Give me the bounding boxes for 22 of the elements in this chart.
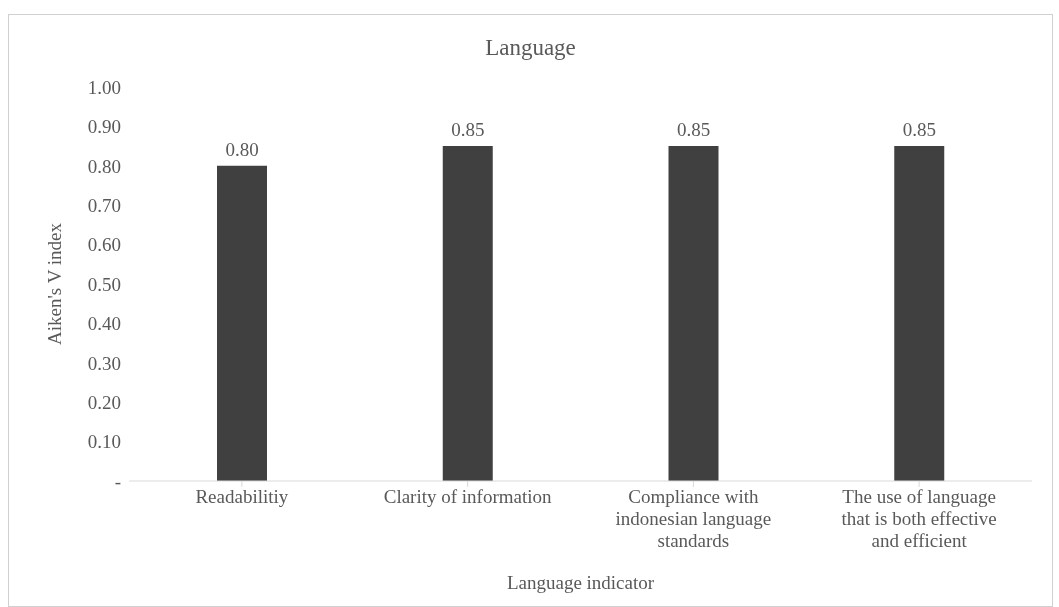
data-label: 0.80 (225, 138, 259, 160)
y-tick-label: - (114, 470, 121, 492)
y-axis-title: Aiken's V index (43, 222, 65, 345)
y-tick-label: 0.20 (87, 391, 121, 413)
x-tick-label: Compliance with indonesian language standards (615, 486, 772, 551)
y-tick-label: 0.40 (87, 313, 121, 335)
chart-title: Language (484, 35, 577, 61)
data-label: 0.85 (676, 119, 711, 141)
y-tick-label: 0.60 (87, 234, 121, 256)
x-axis-title: Language indicator (506, 572, 655, 593)
y-tick-label: 0.90 (87, 116, 121, 138)
y-tick-label: 0.10 (87, 431, 121, 453)
y-tick-label: 0.30 (87, 352, 121, 374)
data-label: 0.85 (451, 119, 485, 141)
y-tick-label: 0.50 (87, 273, 121, 295)
x-tick-label: Clarity of information (383, 486, 553, 507)
y-tick-label: 0.80 (87, 155, 121, 177)
y-tick-label: 0.70 (87, 194, 121, 216)
x-tick-label: The use of language that is both effective and efficient (841, 486, 997, 551)
x-tick-label: Readabilitiy (195, 486, 289, 507)
y-tick-label: 1.00 (87, 76, 121, 98)
data-label: 0.85 (902, 119, 936, 141)
